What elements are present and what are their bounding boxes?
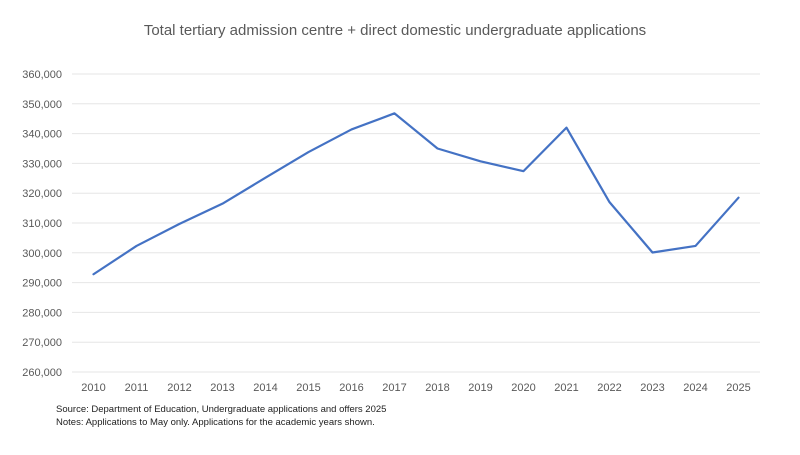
x-tick-label: 2025 [726, 382, 750, 394]
source-note: Source: Department of Education, Undergr… [56, 404, 387, 415]
x-tick-label: 2017 [382, 382, 406, 394]
y-tick-label: 320,000 [22, 188, 62, 200]
x-tick-label: 2018 [425, 382, 449, 394]
y-tick-label: 290,000 [22, 278, 62, 290]
x-tick-label: 2013 [210, 382, 234, 394]
y-tick-label: 330,000 [22, 158, 62, 170]
grid-lines [72, 73, 760, 373]
chart-notes: Source: Department of Education, Undergr… [56, 403, 386, 429]
x-tick-label: 2010 [81, 382, 105, 394]
x-axis-tick-labels: 2010 2011 2012 2013 2014 2015 2016 2017 2018 2019… [81, 382, 750, 394]
x-tick-label: 2020 [511, 382, 535, 394]
y-tick-label: 350,000 [22, 99, 62, 111]
x-tick-label: 2023 [640, 382, 664, 394]
series-line [92, 112, 740, 276]
x-tick-label: 2022 [597, 382, 621, 394]
series-layer [92, 112, 740, 276]
x-tick-label: 2019 [468, 382, 492, 394]
y-axis-tick-labels: 260,000 270,000 280,000 290,000 300,000 310,0… [22, 69, 62, 379]
y-tick-label: 280,000 [22, 307, 62, 319]
y-tick-label: 340,000 [22, 129, 62, 141]
x-tick-label: 2016 [339, 382, 363, 394]
y-tick-label: 300,000 [22, 248, 62, 260]
x-tick-label: 2015 [296, 382, 320, 394]
x-tick-label: 2014 [253, 382, 277, 394]
x-tick-label: 2012 [167, 382, 191, 394]
chart-title: Total tertiary admission centre + direct… [144, 22, 646, 39]
applications-note: Notes: Applications to May only. Applica… [56, 417, 375, 428]
y-tick-label: 310,000 [22, 218, 62, 230]
x-tick-label: 2021 [554, 382, 578, 394]
y-tick-label: 360,000 [22, 69, 62, 81]
x-tick-label: 2011 [125, 382, 149, 394]
y-tick-label: 260,000 [22, 367, 62, 379]
y-tick-label: 270,000 [22, 337, 62, 349]
x-tick-label: 2024 [683, 382, 707, 394]
